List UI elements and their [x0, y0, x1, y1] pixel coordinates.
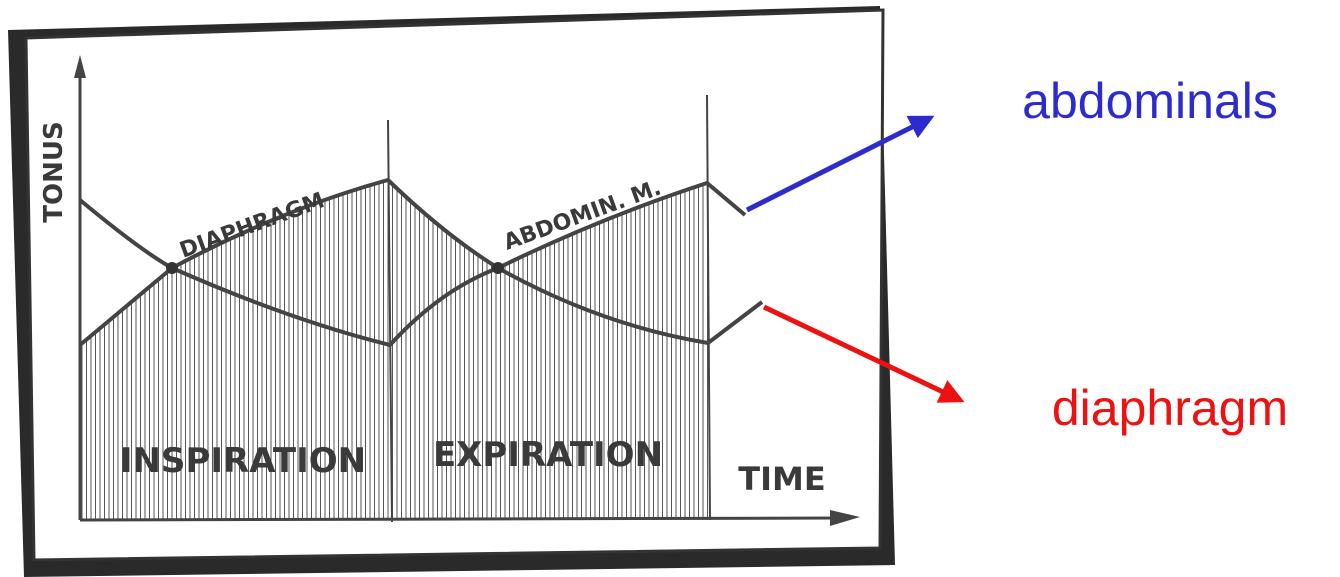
- x-axis-label: TIME: [738, 460, 825, 498]
- intersection-dot-1: [166, 262, 178, 274]
- x-axis: [79, 516, 841, 522]
- intersection-dot-2: [492, 262, 504, 274]
- abdominals-callout-label: abdominals: [1022, 73, 1278, 129]
- divider-inspiration-expiration: [387, 119, 393, 523]
- axes: [74, 55, 860, 526]
- x-axis-arrowhead: [830, 510, 860, 526]
- diaphragm-arrow: [762, 304, 965, 403]
- phase-expiration-label: EXPIRATION: [433, 435, 663, 475]
- phase-inspiration-label: INSPIRATION: [120, 441, 366, 481]
- phase-dividers: [387, 94, 711, 523]
- divider-expiration-end: [706, 94, 711, 521]
- diaphragm-callout-label: diaphragm: [1052, 380, 1288, 436]
- diaphragm-curve: [78, 177, 764, 347]
- y-axis-label: TONUS: [39, 121, 69, 222]
- abdominal-curve: [78, 180, 747, 348]
- hatched-area: [80, 180, 710, 520]
- abdominals-arrow: [745, 115, 935, 213]
- y-axis-arrowhead: [74, 55, 86, 78]
